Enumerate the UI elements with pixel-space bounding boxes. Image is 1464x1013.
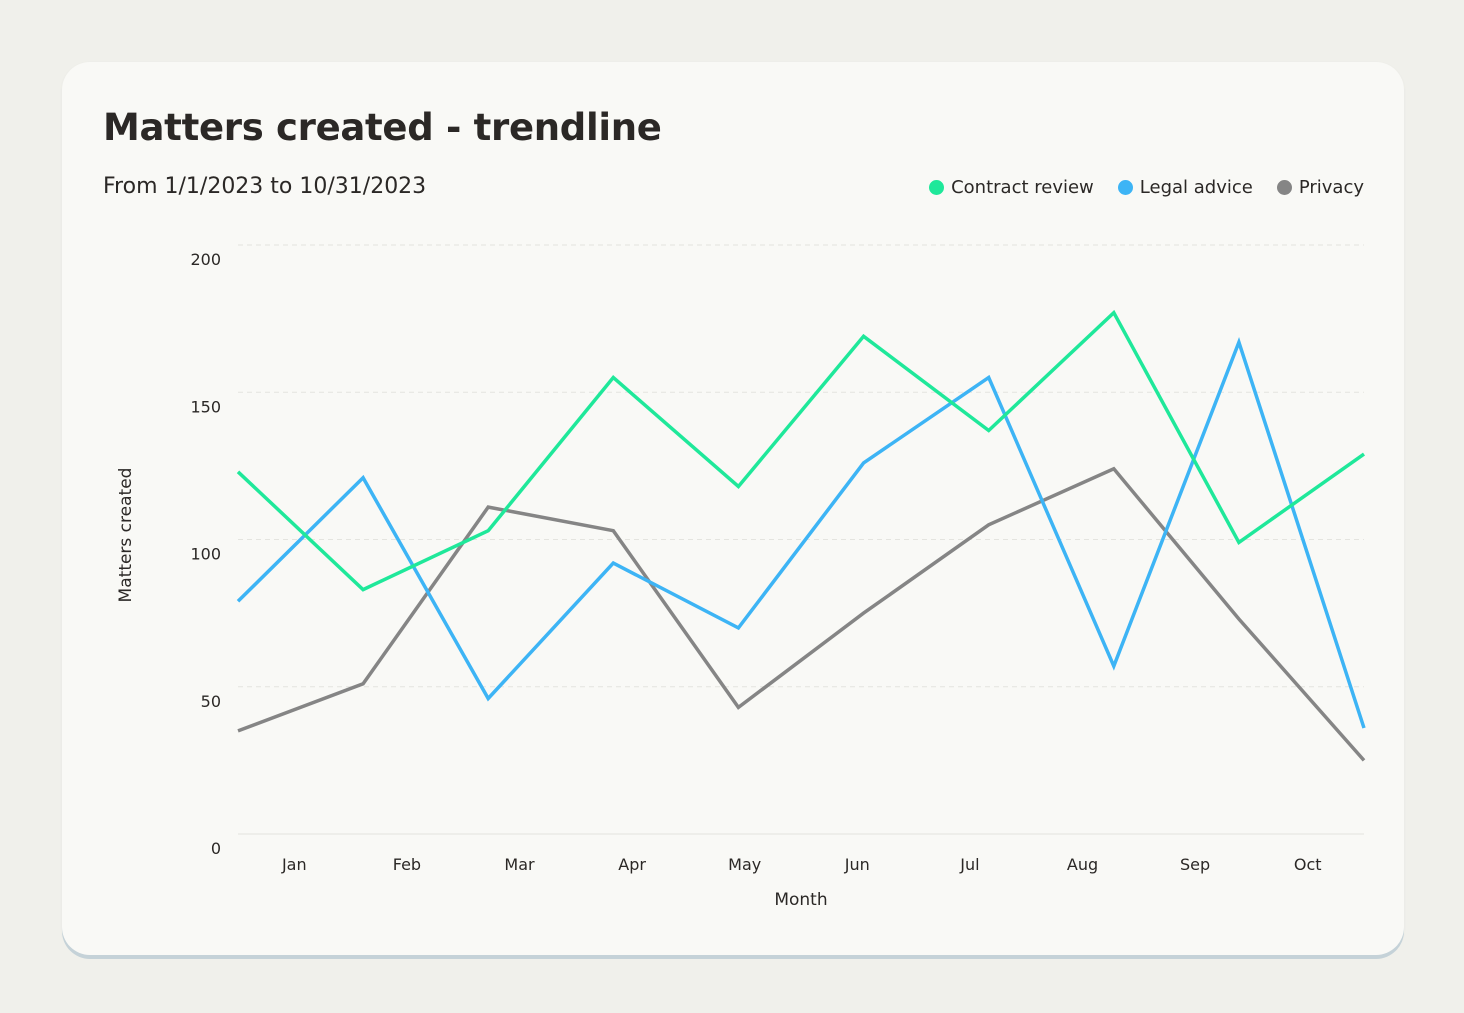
y-tick-label: 0	[211, 839, 221, 858]
gridlines	[238, 244, 1364, 835]
x-tick-label: Jul	[959, 855, 979, 874]
legend-item-contract-review[interactable]: Contract review	[929, 177, 1094, 198]
series-line-legal-advice[interactable]	[236, 336, 1366, 729]
x-tick-label: Jun	[844, 855, 870, 874]
legend-item-legal-advice[interactable]: Legal advice	[1117, 177, 1253, 198]
legend-dot-contract-review	[929, 180, 945, 195]
x-tick-label: May	[728, 855, 761, 874]
series-line-privacy[interactable]	[237, 466, 1366, 762]
x-tick-label: Jan	[281, 855, 307, 874]
y-tick-label: 150	[190, 397, 221, 416]
x-tick-label: Apr	[618, 855, 646, 874]
legend-label-privacy: Privacy	[1298, 177, 1364, 198]
y-tick-label: 200	[190, 250, 221, 269]
chart-legend: Contract review Legal advice Privacy	[929, 177, 1364, 198]
y-axis-title: Matters created	[116, 468, 136, 603]
x-axis-title: Month	[774, 890, 827, 910]
chart-card: Matters created - trendline From 1/1/202…	[62, 62, 1404, 955]
legend-item-privacy[interactable]: Privacy	[1276, 177, 1364, 198]
x-tick-label: Feb	[393, 855, 421, 874]
y-tick-labels: 0 50 100 150 200	[190, 250, 221, 858]
chart-subtitle: From 1/1/2023 to 10/31/2023	[103, 174, 427, 199]
line-chart: 0 50 100 150 200 Jan Feb Mar Apr May Jun Jul Aug Sep…	[116, 244, 1366, 910]
x-tick-labels: Jan Feb Mar Apr May Jun Jul Aug Sep Oct	[281, 855, 1322, 874]
y-tick-label: 100	[190, 545, 221, 564]
x-tick-label: Mar	[504, 855, 535, 874]
legend-label-contract-review: Contract review	[951, 177, 1094, 198]
x-tick-label: Sep	[1180, 855, 1210, 874]
chart-title: Matters created - trendline	[103, 106, 662, 149]
series-line-contract-review[interactable]	[236, 309, 1366, 592]
legend-dot-legal-advice	[1117, 180, 1133, 195]
x-tick-label: Oct	[1294, 855, 1322, 874]
y-tick-label: 50	[201, 692, 221, 711]
x-tick-label: Aug	[1067, 855, 1098, 874]
legend-dot-privacy	[1276, 180, 1292, 195]
legend-label-legal-advice: Legal advice	[1139, 177, 1253, 198]
series-lines	[236, 309, 1366, 762]
